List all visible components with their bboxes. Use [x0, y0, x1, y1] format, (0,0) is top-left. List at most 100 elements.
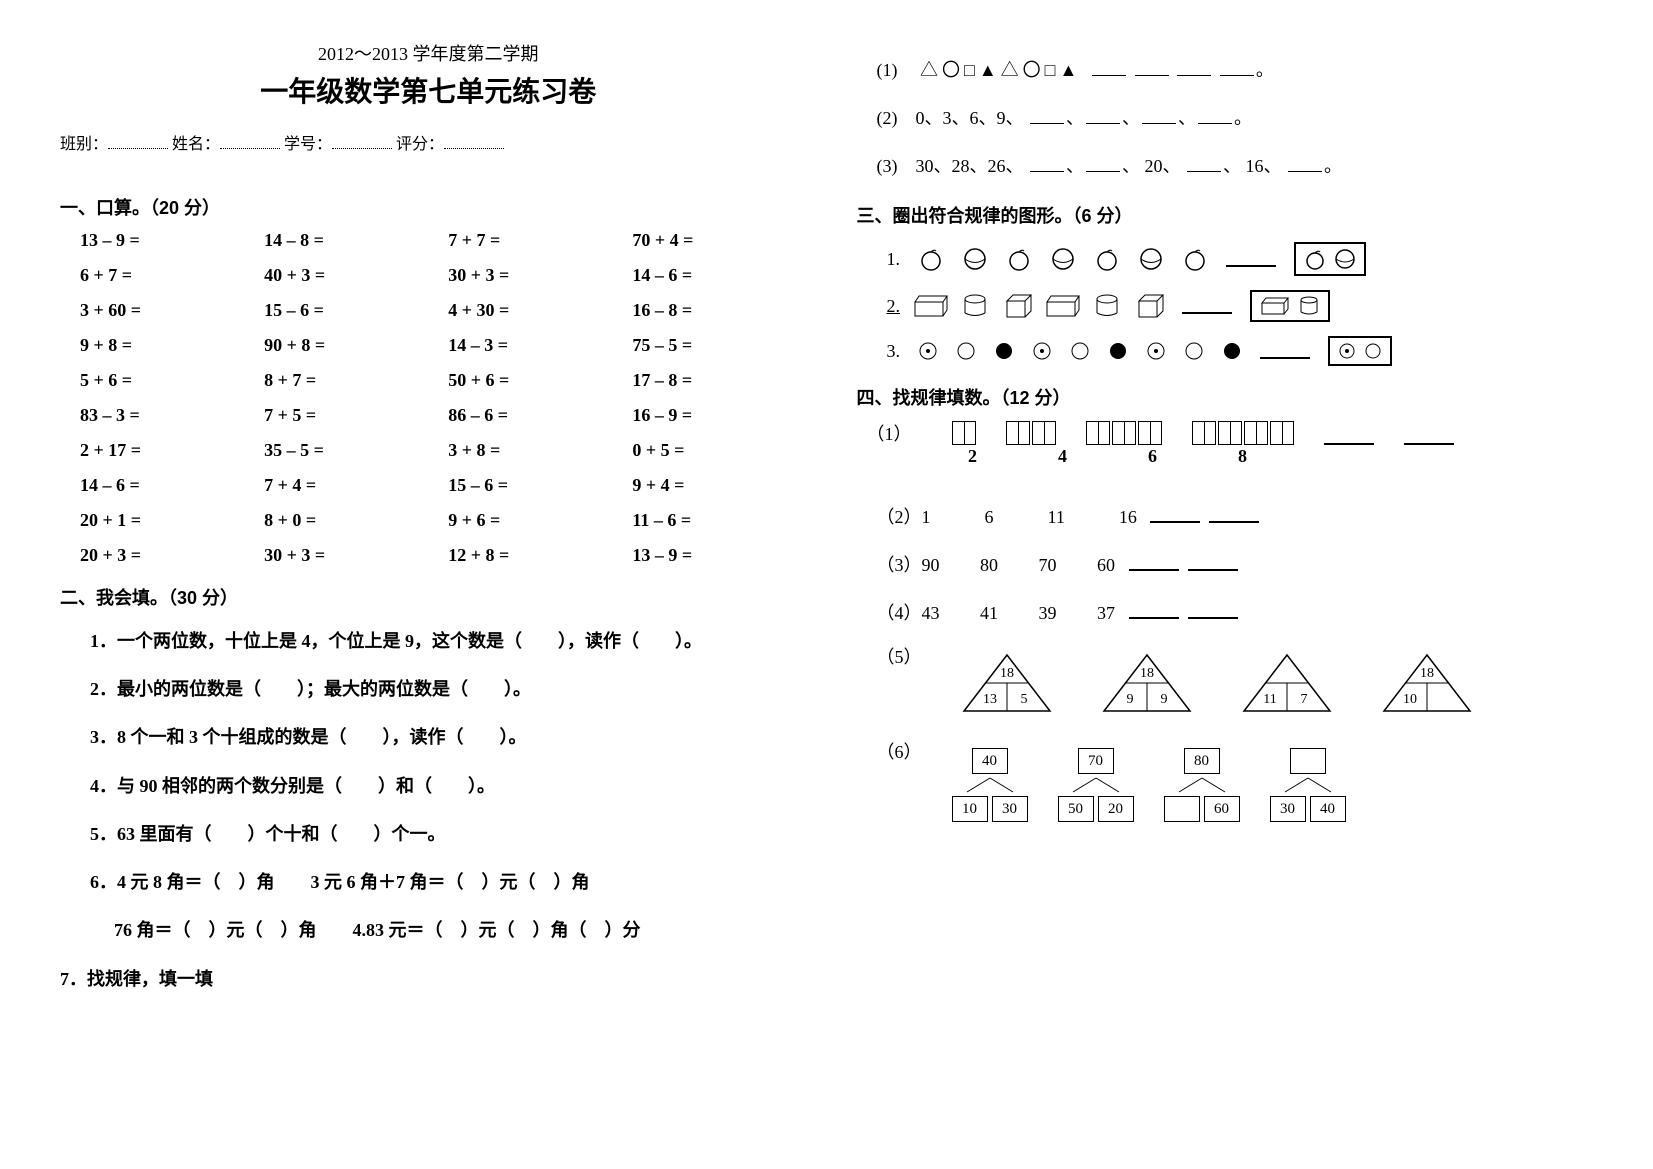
ball-icon: [1138, 246, 1164, 272]
arith-cell: 7 + 4 =: [264, 475, 428, 496]
arith-cell: 20 + 1 =: [80, 510, 244, 531]
svg-text:18: 18: [1140, 666, 1154, 681]
s4-q1: （1）: [867, 420, 1594, 446]
svg-text:5: 5: [1020, 692, 1027, 707]
cuboid-icon: [918, 293, 944, 319]
arith-cell: 20 + 3 =: [80, 545, 244, 566]
arith-cell: 9 + 8 =: [80, 335, 244, 356]
circle-dot-icon: [1032, 341, 1052, 361]
s2-head: 二、我会填。（30 分）: [60, 584, 797, 610]
pyramid: 11 7: [1242, 653, 1332, 718]
arith-grid: 13 – 9 =14 – 8 =7 + 7 =70 + 4 =6 + 7 =40…: [60, 230, 797, 566]
arith-cell: 30 + 3 =: [448, 265, 612, 286]
answer-box: [1294, 242, 1366, 276]
q7-3-mid1: 20、: [1145, 156, 1181, 176]
cylinder-icon: [962, 293, 988, 319]
num: 6: [1123, 446, 1183, 467]
number-tree: 80 60: [1164, 748, 1240, 822]
arith-cell: 13 – 9 =: [80, 230, 244, 251]
apple-icon: [918, 246, 944, 272]
seq-text: （4）43 41 39 37: [877, 603, 1116, 623]
svg-text:7: 7: [1300, 692, 1307, 707]
arith-cell: 14 – 8 =: [264, 230, 428, 251]
pyramid: 18 9 9: [1102, 653, 1192, 718]
svg-text:18: 18: [1000, 666, 1014, 681]
svg-text:11: 11: [1263, 692, 1276, 707]
arith-cell: 15 – 6 =: [448, 475, 612, 496]
s3-row3: 3.: [887, 336, 1594, 366]
subtitle: 2012～2013 学年度第二学期: [60, 40, 797, 66]
svg-text:9: 9: [1160, 692, 1167, 707]
arith-cell: 9 + 4 =: [632, 475, 796, 496]
arith-cell: 3 + 8 =: [448, 440, 612, 461]
arith-cell: 2 + 17 =: [80, 440, 244, 461]
q7-1-prefix: (1): [877, 60, 916, 80]
info-line: 班别： 姓名： 学号： 评分：: [60, 130, 797, 154]
s4-q5-label: （5）: [877, 643, 922, 669]
arith-cell: 75 – 5 =: [632, 335, 796, 356]
arith-cell: 50 + 6 =: [448, 370, 612, 391]
s4-q6: （6） 40 10 30 70 50 20 80 60 30 40: [857, 738, 1594, 822]
s4-head: 四、找规律填数。（12 分）: [857, 384, 1594, 410]
arith-cell: 17 – 8 =: [632, 370, 796, 391]
s2-q6b: 76 角＝（ ）元（ ）角 4.83 元＝（ ）元（ ）角（ ）分: [114, 913, 797, 947]
arith-cell: 0 + 5 =: [632, 440, 796, 461]
cube-icon: [1006, 293, 1032, 319]
s3-label3: 3.: [887, 341, 901, 362]
arith-cell: 8 + 0 =: [264, 510, 428, 531]
arith-cell: 11 – 6 =: [632, 510, 796, 531]
number-tree: 40 10 30: [952, 748, 1028, 822]
arith-cell: 70 + 4 =: [632, 230, 796, 251]
arith-cell: 30 + 3 =: [264, 545, 428, 566]
cuboid-icon: [1050, 293, 1076, 319]
s2-q7: 7．找规律，填一填: [60, 965, 797, 991]
ball-icon: [962, 246, 988, 272]
label-name: 姓名：: [172, 136, 220, 153]
arith-cell: 7 + 7 =: [448, 230, 612, 251]
pyramid: 18 10: [1382, 653, 1472, 718]
circle-icon: [1184, 341, 1204, 361]
svg-text:10: 10: [1403, 692, 1417, 707]
q7-3-prefix: (3) 30、28、26、: [877, 156, 1024, 176]
arith-cell: 14 – 6 =: [632, 265, 796, 286]
left-column: 2012～2013 学年度第二学期 一年级数学第七单元练习卷 班别： 姓名： 学…: [60, 40, 797, 1001]
number-tree: 70 50 20: [1058, 748, 1134, 822]
s3-row1: 1.: [887, 242, 1594, 276]
answer-box: [1250, 290, 1330, 322]
circle-icon: [956, 341, 976, 361]
seq-text: （3）90 80 70 60: [877, 555, 1116, 575]
circle-fill-icon: [1108, 341, 1128, 361]
s2-q4: 4．与 90 相邻的两个数分别是（ ）和（ ）。: [90, 769, 797, 803]
q7-2-prefix: (2) 0、3、6、9、: [877, 108, 1024, 128]
ball-icon: [1050, 246, 1076, 272]
arith-cell: 12 + 8 =: [448, 545, 612, 566]
s4-seq2: （2）1 6 11 16: [877, 499, 1594, 535]
s3-label1: 1.: [887, 249, 901, 270]
s4-q1-label: （1）: [867, 420, 912, 446]
s4-seq3: （3）90 80 70 60: [877, 547, 1594, 583]
arith-cell: 35 – 5 =: [264, 440, 428, 461]
arith-cell: 14 – 3 =: [448, 335, 612, 356]
arith-cell: 14 – 6 =: [80, 475, 244, 496]
circle-icon: [1070, 341, 1090, 361]
num: 2: [943, 446, 1003, 467]
arith-cell: 9 + 6 =: [448, 510, 612, 531]
s1-head: 一、口算。（20 分）: [60, 194, 797, 220]
s4-q5: （5） 18 13 5 18 9 9 11 7 18 10: [857, 643, 1594, 718]
circle-dot-icon: [918, 341, 938, 361]
s2-q6a: 6．4 元 8 角＝（ ）角 3 元 6 角＋7 角＝（ ）元（ ）角: [90, 865, 797, 899]
q7-line2: (2) 0、3、6、9、 、、、。: [877, 100, 1594, 136]
s3-row2: 2.: [887, 290, 1594, 322]
arith-cell: 4 + 30 =: [448, 300, 612, 321]
s3-label2: 2.: [887, 296, 901, 317]
arith-cell: 83 – 3 =: [80, 405, 244, 426]
right-column: (1) △〇□▲△〇□▲ 。 (2) 0、3、6、9、 、、、。 (3) 30、…: [857, 40, 1594, 1001]
cube-icon: [1138, 293, 1164, 319]
number-tree: 30 40: [1270, 748, 1346, 822]
arith-cell: 15 – 6 =: [264, 300, 428, 321]
apple-icon: [1182, 246, 1208, 272]
svg-text:13: 13: [983, 692, 997, 707]
num: 8: [1213, 446, 1273, 467]
circle-fill-icon: [994, 341, 1014, 361]
cylinder-icon: [1094, 293, 1120, 319]
